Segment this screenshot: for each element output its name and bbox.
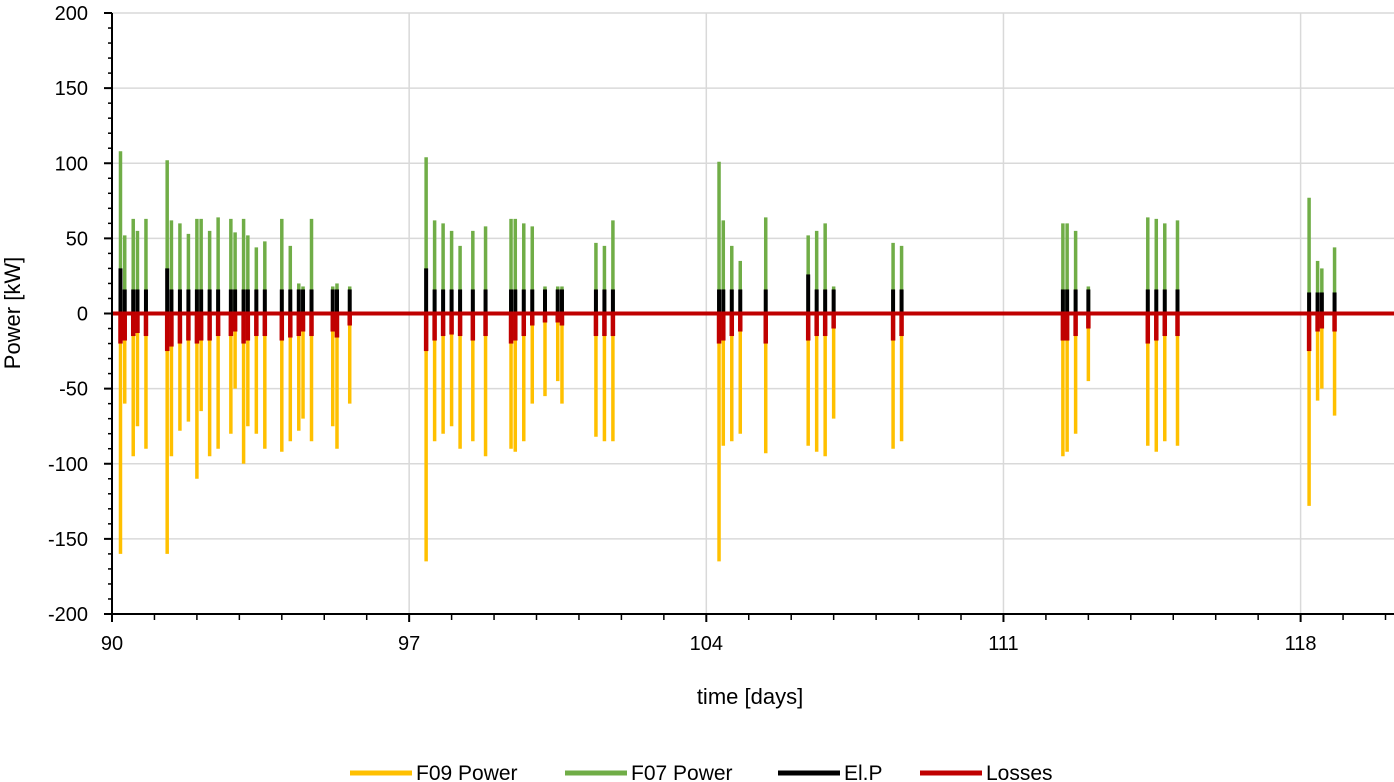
- y-axis-title: Power [kW]: [0, 257, 25, 369]
- x-tick-label: 104: [690, 633, 723, 655]
- x-tick-label: 90: [101, 633, 123, 655]
- y-tick-label: 0: [77, 304, 88, 326]
- y-tick-label: 50: [66, 228, 88, 250]
- y-tick-label: 100: [55, 153, 88, 175]
- y-tick-label: -50: [59, 379, 88, 401]
- y-tick-label: 200: [55, 3, 88, 25]
- y-tick-label: -200: [48, 604, 88, 626]
- x-tick-label: 118: [1285, 633, 1317, 655]
- x-tick-label: 97: [398, 633, 420, 655]
- x-axis: 90 97 104 111 118: [101, 613, 1394, 655]
- y-tick-label: -150: [48, 529, 88, 551]
- series-losses: [112, 311, 1394, 352]
- series-f09-power: [118, 313, 1337, 562]
- y-tick-label: -100: [48, 454, 88, 476]
- x-axis-title: time [days]: [697, 684, 803, 709]
- series-el-p: [118, 268, 1337, 314]
- legend-label: Losses: [986, 762, 1053, 782]
- legend-label: El.P: [844, 762, 883, 782]
- legend: F09 Power F07 Power El.P Losses: [350, 762, 1053, 782]
- y-tick-label: 150: [55, 78, 88, 100]
- x-tick-label: 111: [988, 633, 1018, 655]
- legend-label: F09 Power: [416, 762, 518, 782]
- series-f07-power: [118, 151, 1337, 314]
- legend-label: F07 Power: [631, 762, 733, 782]
- y-axis: 200 150 100 50 0 -50 -100 -150 -200: [48, 3, 113, 626]
